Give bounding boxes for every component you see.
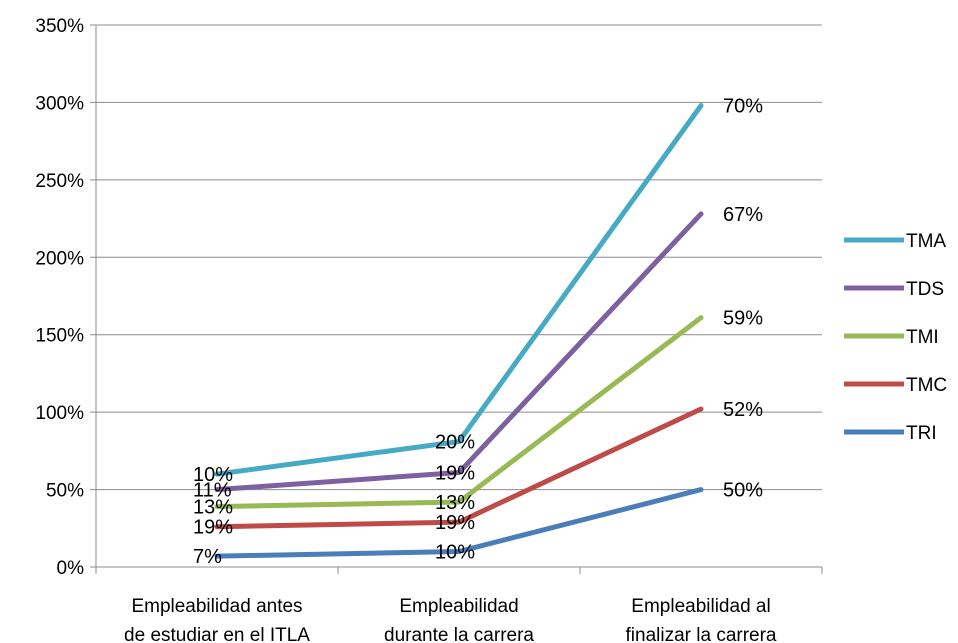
data-label: 13% bbox=[193, 497, 233, 519]
data-label: 67% bbox=[723, 204, 763, 226]
legend-label-tma: TMA bbox=[906, 231, 946, 252]
y-tick-label: 100% bbox=[35, 403, 84, 424]
series-lines bbox=[214, 103, 704, 559]
legend-label-tmi: TMI bbox=[906, 327, 939, 348]
y-tick-label: 300% bbox=[35, 93, 84, 114]
y-tick-label: 50% bbox=[46, 481, 84, 502]
data-label: 19% bbox=[193, 517, 233, 539]
data-label: 19% bbox=[435, 463, 475, 485]
x-category-label: Empleabilidad durante la carrera bbox=[384, 596, 534, 643]
axes: 0% 50% 100% 150% 200% 250% 300% 350% Empleabilid… bbox=[35, 16, 823, 643]
series-line-tri bbox=[214, 487, 704, 559]
data-label: 70% bbox=[723, 96, 763, 118]
data-label: 13% bbox=[435, 492, 475, 514]
series-line-tds bbox=[214, 211, 704, 493]
legend: TMA TDS TMI TMC TRI bbox=[844, 231, 947, 444]
data-label: 50% bbox=[723, 480, 763, 502]
x-category-label: Empleabilidad al finalizar la carrera bbox=[626, 596, 777, 643]
gridlines bbox=[96, 24, 822, 491]
series-line-tma bbox=[214, 103, 704, 477]
data-label: 10% bbox=[193, 464, 233, 486]
y-tick-label: 150% bbox=[35, 326, 84, 347]
y-tick-label: 0% bbox=[57, 558, 85, 579]
legend-label-tri: TRI bbox=[906, 423, 937, 444]
data-label: 52% bbox=[723, 399, 763, 421]
series-line-tmi bbox=[214, 315, 704, 510]
data-label: 59% bbox=[723, 308, 763, 330]
legend-label-tds: TDS bbox=[906, 279, 944, 300]
y-tick-label: 350% bbox=[35, 16, 84, 37]
y-tick-label: 200% bbox=[35, 248, 84, 269]
data-label: 11% bbox=[193, 480, 232, 502]
legend-label-tmc: TMC bbox=[906, 375, 947, 396]
data-label: 19% bbox=[435, 512, 475, 534]
x-category-label: Empleabilidad antes de estudiar en el ITL… bbox=[124, 596, 310, 643]
y-tick-label: 250% bbox=[35, 171, 84, 192]
data-label: 20% bbox=[435, 432, 475, 454]
series-line-tmc bbox=[214, 406, 704, 530]
data-label: 7% bbox=[193, 546, 222, 568]
data-label: 10% bbox=[435, 542, 475, 564]
data-labels: 7% 10% 50% 19% 19% 52% 13% 13% 59% 11% 19% 67% 10% 20… bbox=[193, 96, 763, 569]
